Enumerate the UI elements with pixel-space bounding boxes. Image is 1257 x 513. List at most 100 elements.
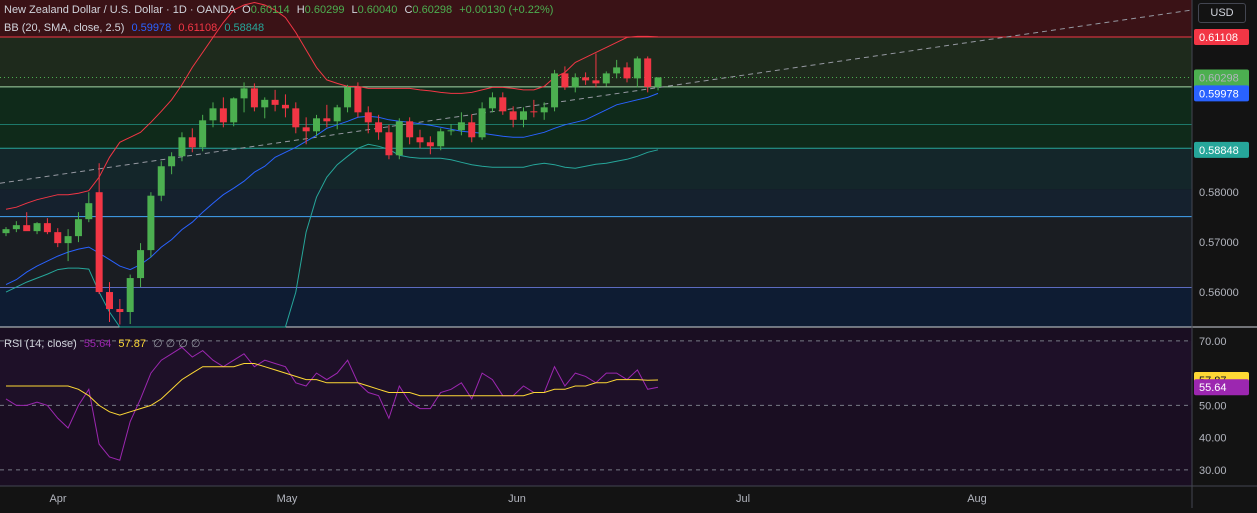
close-value: 0.60298	[412, 4, 453, 16]
currency-button[interactable]: USD	[1198, 3, 1246, 23]
price-tick-label: 0.57000	[1199, 237, 1239, 249]
rsi-tick-label: 40.00	[1199, 433, 1227, 445]
price-tick-label: 0.56000	[1199, 287, 1239, 299]
candle-body	[64, 236, 72, 244]
bb-legend[interactable]: BB (20, SMA, close, 2.5) 0.59978 0.61108…	[4, 22, 264, 34]
candle-body	[230, 98, 238, 123]
last-price-label: 0.60298	[1199, 72, 1239, 84]
candle-body	[292, 108, 300, 128]
bb-lower-line	[5, 143, 659, 328]
candle-body	[385, 132, 393, 156]
time-axis-label: Jul	[736, 493, 750, 505]
bg-zone	[0, 287, 1192, 327]
candle-body	[633, 58, 641, 79]
basis-price-label: 0.59978	[1199, 88, 1239, 100]
candle-body	[623, 67, 631, 79]
price-tick-label: 0.58000	[1199, 187, 1239, 199]
candle-body	[168, 156, 176, 167]
close-label: C	[404, 4, 413, 16]
bg-zone	[0, 189, 1192, 217]
candle-body	[178, 137, 186, 157]
candle-body	[364, 112, 372, 123]
candle-body	[43, 223, 51, 233]
rsi-tick-label: 30.00	[1199, 465, 1227, 477]
candle-body	[188, 137, 196, 148]
candle-body	[323, 118, 331, 122]
time-axis-label: May	[277, 493, 298, 505]
candle-body	[426, 142, 434, 147]
rsi-tick-label: 70.00	[1199, 336, 1227, 348]
candle-body	[447, 130, 455, 132]
bg-zone	[0, 86, 1192, 149]
candle-body	[395, 121, 403, 156]
bb-basis-value: 0.59978	[131, 22, 172, 34]
rsi-label: RSI (14, close)	[4, 338, 77, 350]
bg-zone	[0, 148, 1192, 190]
rsi-legend[interactable]: RSI (14, close) 55.64 57.87 ∅ ∅ ∅ ∅	[4, 337, 201, 350]
open-value: 0.60114	[250, 4, 290, 16]
candle-body	[157, 166, 165, 196]
bb-lower-value: 0.58848	[224, 22, 265, 34]
rsi-line	[5, 346, 659, 461]
candle-body	[137, 250, 145, 279]
candle-body	[561, 73, 569, 88]
candle-body	[199, 120, 207, 148]
bb-upper-value: 0.61108	[178, 22, 218, 34]
candle-body	[375, 122, 383, 133]
time-axis-label: Jun	[508, 493, 526, 505]
candle-body	[74, 219, 82, 237]
upper-band-price-label: 0.61108	[1199, 32, 1238, 44]
candle-body	[95, 192, 103, 293]
candle-body	[644, 58, 652, 87]
candle-body	[613, 67, 621, 74]
candle-body	[261, 99, 269, 108]
candle-body	[437, 131, 445, 147]
change-value: +0.00130 (+0.22%)	[459, 4, 554, 16]
candle-body	[540, 107, 548, 113]
rsi-value: 55.64	[83, 338, 112, 350]
upper-band-price-label-bg	[1194, 28, 1249, 45]
rsi-tick-label: 50.00	[1199, 400, 1227, 412]
candle-body	[478, 108, 486, 138]
rsi-ma-line	[6, 363, 659, 416]
bb-label: BB (20, SMA, close, 2.5)	[4, 22, 125, 34]
bg-zone	[0, 216, 1192, 288]
time-axis-label: Apr	[49, 493, 66, 505]
rsi-ma-value: 57.87	[118, 338, 146, 350]
candle-body	[116, 309, 124, 313]
candle-body	[2, 229, 10, 234]
candle-body	[468, 122, 476, 138]
candle-body	[530, 111, 538, 113]
candle-body	[571, 77, 579, 88]
candle-body	[509, 111, 517, 120]
low-value: 0.60040	[357, 4, 398, 16]
trend-line	[0, 9, 1193, 184]
candle-body	[520, 111, 527, 120]
candle-body	[654, 77, 662, 87]
candle-body	[582, 77, 590, 81]
candle-body	[406, 121, 414, 138]
candle-body	[126, 278, 134, 313]
candle-body	[416, 137, 424, 143]
candle-body	[271, 99, 279, 105]
basis-price-label-bg	[1194, 85, 1249, 102]
rsi-axis-label-bg	[1194, 379, 1249, 396]
candle-body	[592, 80, 600, 84]
candle-body	[488, 97, 496, 109]
candle-body	[209, 108, 217, 121]
candle-body	[54, 232, 62, 244]
high-label: H	[296, 4, 305, 16]
candle-body	[281, 104, 289, 109]
candle-body	[551, 73, 559, 108]
symbol-legend: New Zealand Dollar / U.S. Dollar · 1D · …	[4, 4, 553, 16]
bb-upper-line	[5, 1, 659, 210]
low-label: L	[351, 4, 358, 16]
candle-body	[147, 195, 155, 251]
candle-body	[12, 225, 20, 230]
candle-body	[33, 223, 41, 232]
candle-body	[344, 87, 352, 108]
candle-body	[333, 107, 341, 122]
lower-band-price-label: 0.58848	[1199, 145, 1239, 157]
